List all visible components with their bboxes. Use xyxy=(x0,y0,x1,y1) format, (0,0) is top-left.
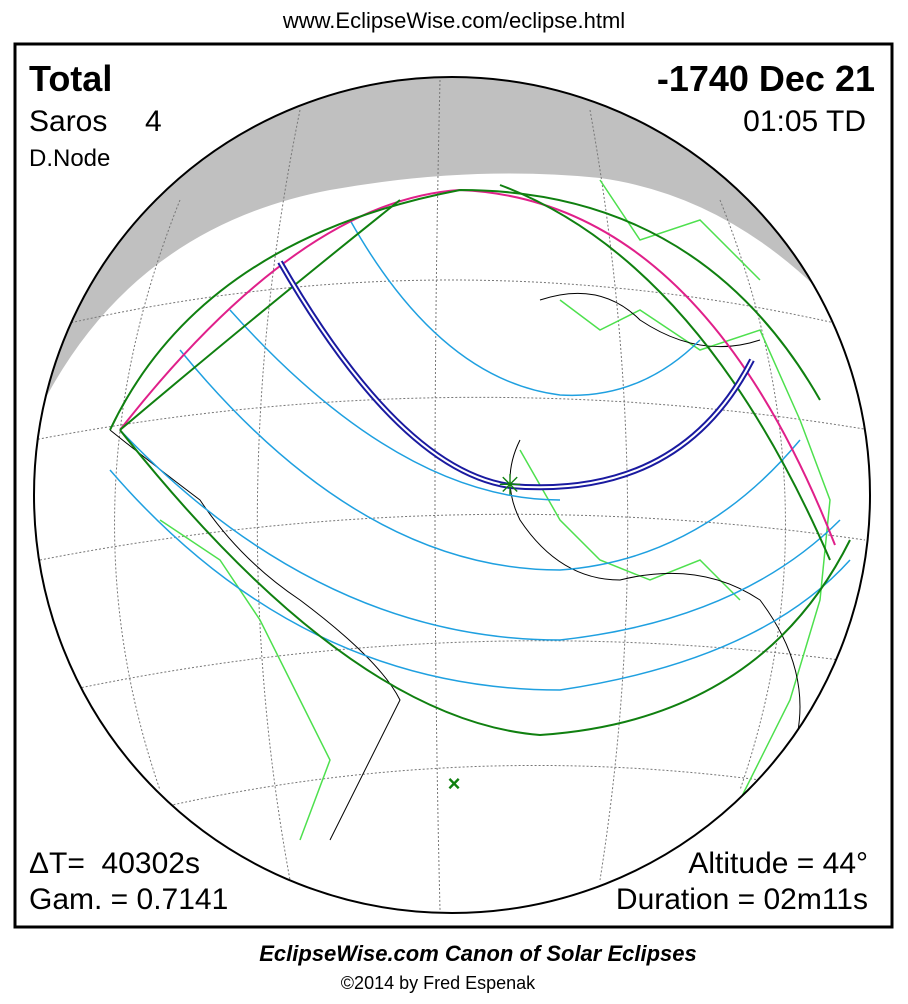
graticule xyxy=(34,79,870,911)
eclipse-time: 01:05 TD xyxy=(743,105,866,138)
saros-label: Saros xyxy=(29,105,107,138)
subsolar-point: × xyxy=(448,771,461,796)
night-region xyxy=(34,77,870,430)
copyright: ©2014 by Fred Espenak xyxy=(341,973,536,993)
node: D.Node xyxy=(29,145,110,172)
coastlines xyxy=(109,292,801,841)
footer-title: EclipseWise.com Canon of Solar Eclipses xyxy=(259,941,697,966)
gamma: Gam. = 0.7141 xyxy=(29,883,228,916)
altitude: Altitude = 44° xyxy=(688,847,868,880)
globe: ✳ × xyxy=(34,77,870,913)
contact-curves xyxy=(109,184,851,737)
delta-t: ΔT= 40302s xyxy=(29,847,200,880)
greatest-eclipse: ✳ xyxy=(498,469,521,500)
duration: Duration = 02m11s xyxy=(616,883,868,916)
partial-curves xyxy=(109,219,851,691)
central-path-inner xyxy=(279,261,753,489)
url: www.EclipseWise.com/eclipse.html xyxy=(282,8,625,33)
globe-edge xyxy=(33,76,871,914)
eclipse-date: -1740 Dec 21 xyxy=(657,58,875,99)
eclipse-type: Total xyxy=(29,58,112,99)
borders xyxy=(159,179,831,841)
saros-number: 4 xyxy=(145,105,162,138)
